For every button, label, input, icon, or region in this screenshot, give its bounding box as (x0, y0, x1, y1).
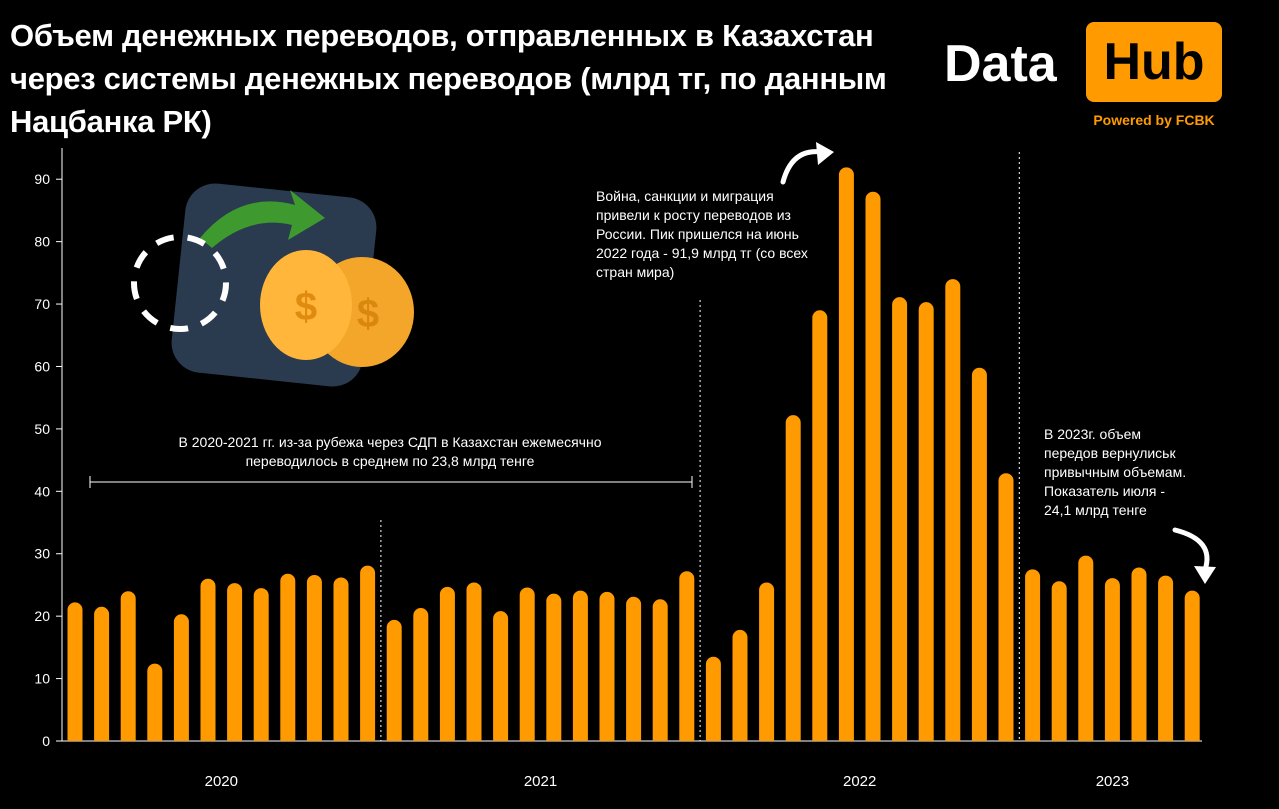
bar (147, 663, 163, 741)
bar (1104, 578, 1120, 741)
bar (971, 367, 987, 741)
curved-arrow-icon (780, 142, 834, 185)
bar (679, 571, 695, 741)
bar (519, 587, 535, 741)
y-tick-label: 80 (34, 234, 50, 250)
bar (626, 596, 642, 741)
money-transfer-illustration: $ $ (131, 183, 414, 387)
curved-arrow-down-icon (1172, 527, 1216, 584)
svg-text:$: $ (357, 292, 379, 336)
year-label: 2022 (843, 773, 876, 790)
bar (333, 577, 349, 741)
annotation-2020-2021: В 2020-2021 гг. из-за рубежа через СДП в… (178, 434, 602, 469)
bar (466, 582, 482, 741)
bar (227, 583, 243, 741)
bar (493, 611, 509, 741)
year-label: 2020 (205, 773, 238, 790)
bar (439, 586, 455, 741)
logo-data-text: Data (944, 35, 1057, 93)
bar (306, 574, 322, 741)
bar (732, 629, 748, 741)
logo-hub-badge: Hub (1086, 22, 1222, 102)
bar (599, 591, 615, 741)
bar (94, 606, 110, 741)
y-tick-label: 20 (34, 608, 50, 624)
bar (120, 591, 136, 741)
bar (759, 582, 775, 741)
bar (67, 602, 83, 741)
bar (1158, 575, 1174, 741)
bar (1051, 581, 1067, 741)
annotation-war-2022: Война, санкции и миграция привели к рост… (596, 188, 808, 280)
logo-powered-by: Powered by FCBK (1093, 112, 1215, 128)
bar (1131, 567, 1147, 741)
y-tick-label: 30 (34, 546, 50, 562)
bar (865, 191, 881, 741)
bar (892, 297, 908, 741)
y-tick-label: 60 (34, 358, 50, 374)
bar (386, 619, 402, 741)
y-tick-label: 40 (34, 483, 50, 499)
bar (173, 614, 189, 741)
bar (785, 415, 801, 741)
bar (280, 573, 296, 741)
bar (413, 608, 429, 741)
year-label: 2023 (1096, 773, 1129, 790)
bar (812, 310, 828, 741)
bar (546, 593, 562, 741)
datahub-logo: Data Hub Powered by FCBK (944, 22, 1226, 130)
year-label: 2021 (524, 773, 557, 790)
bar (1184, 590, 1200, 741)
y-tick-label: 70 (34, 296, 50, 312)
bar (1025, 569, 1041, 741)
bar (918, 302, 934, 741)
bar (200, 578, 216, 741)
y-tick-label: 90 (34, 171, 50, 187)
annotation-2023: В 2023г. объем передов вернулиськ привыч… (1044, 426, 1187, 518)
bar (253, 588, 269, 741)
chart-title: Объем денежных переводов, отправленных в… (10, 18, 887, 139)
y-tick-label: 0 (42, 733, 50, 749)
bar (705, 656, 721, 741)
bar (652, 599, 668, 741)
bar (945, 279, 961, 741)
bar (572, 590, 588, 741)
bar (360, 565, 376, 741)
y-tick-label: 50 (34, 421, 50, 437)
y-tick-label: 10 (34, 671, 50, 687)
bar (838, 167, 854, 741)
bar (998, 473, 1014, 741)
svg-text:$: $ (295, 285, 317, 329)
bar (1078, 555, 1094, 741)
